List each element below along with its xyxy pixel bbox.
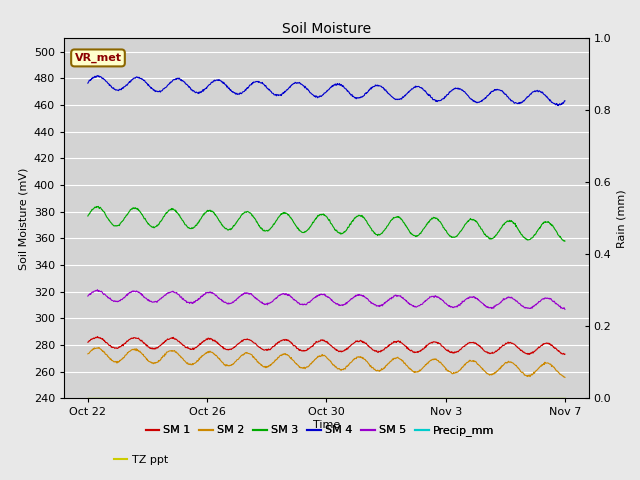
TZ ppt — [412, 395, 419, 401]
SM 1 — [84, 339, 92, 345]
SM 4 — [561, 98, 569, 104]
Line: SM 1: SM 1 — [88, 336, 565, 355]
SM 4 — [133, 74, 141, 80]
TZ ppt — [456, 395, 464, 401]
SM 3 — [133, 205, 141, 211]
SM 3 — [456, 228, 464, 234]
SM 1 — [465, 340, 473, 346]
Title: Soil Moisture: Soil Moisture — [282, 22, 371, 36]
SM 2 — [84, 351, 92, 357]
Line: SM 3: SM 3 — [88, 206, 565, 241]
SM 2 — [456, 367, 464, 373]
SM 2 — [465, 358, 473, 364]
SM 5 — [93, 287, 101, 293]
SM 1 — [277, 337, 285, 343]
Legend: SM 1, SM 2, SM 3, SM 4, SM 5, Precip_mm: SM 1, SM 2, SM 3, SM 4, SM 5, Precip_mm — [141, 421, 499, 441]
SM 1 — [561, 352, 568, 358]
SM 3 — [277, 211, 285, 216]
Text: VR_met: VR_met — [74, 53, 122, 63]
Y-axis label: Soil Moisture (mV): Soil Moisture (mV) — [18, 167, 28, 270]
SM 1 — [93, 334, 101, 339]
SM 3 — [560, 238, 568, 244]
SM 4 — [84, 80, 92, 86]
SM 3 — [465, 217, 473, 223]
Line: SM 2: SM 2 — [88, 348, 565, 377]
SM 1 — [561, 351, 569, 357]
SM 5 — [294, 300, 302, 306]
SM 5 — [456, 301, 464, 307]
SM 2 — [133, 347, 141, 353]
SM 4 — [294, 80, 302, 86]
Y-axis label: Rain (mm): Rain (mm) — [617, 189, 627, 248]
SM 3 — [561, 238, 569, 244]
TZ ppt — [294, 395, 302, 401]
SM 1 — [294, 346, 302, 352]
TZ ppt — [84, 395, 92, 401]
SM 1 — [456, 347, 464, 352]
SM 2 — [95, 345, 102, 350]
SM 4 — [412, 84, 420, 90]
SM 4 — [277, 93, 285, 98]
SM 5 — [84, 293, 92, 299]
SM 1 — [412, 349, 420, 355]
SM 3 — [84, 213, 92, 219]
SM 5 — [412, 304, 420, 310]
SM 3 — [95, 204, 102, 209]
TZ ppt — [465, 395, 472, 401]
SM 4 — [93, 72, 101, 78]
Precip_mm — [277, 396, 285, 401]
SM 3 — [294, 226, 302, 231]
Line: SM 5: SM 5 — [88, 290, 565, 310]
SM 5 — [277, 291, 285, 297]
SM 4 — [456, 86, 464, 92]
Precip_mm — [132, 396, 140, 401]
TZ ppt — [277, 395, 285, 401]
Line: SM 4: SM 4 — [88, 75, 565, 106]
TZ ppt — [561, 395, 569, 401]
SM 2 — [561, 374, 569, 380]
X-axis label: Time: Time — [313, 420, 340, 430]
Precip_mm — [561, 396, 569, 401]
SM 5 — [465, 295, 473, 301]
SM 2 — [412, 369, 420, 375]
Precip_mm — [412, 396, 419, 401]
SM 2 — [294, 363, 302, 369]
SM 5 — [561, 307, 569, 312]
SM 3 — [412, 234, 420, 240]
SM 2 — [277, 353, 285, 359]
Precip_mm — [294, 396, 302, 401]
TZ ppt — [132, 395, 140, 401]
Legend: TZ ppt: TZ ppt — [109, 451, 172, 469]
Precip_mm — [84, 396, 92, 401]
SM 1 — [133, 336, 141, 341]
SM 4 — [465, 94, 473, 100]
SM 5 — [133, 288, 141, 294]
SM 4 — [554, 103, 562, 108]
Precip_mm — [456, 396, 464, 401]
Precip_mm — [465, 396, 472, 401]
